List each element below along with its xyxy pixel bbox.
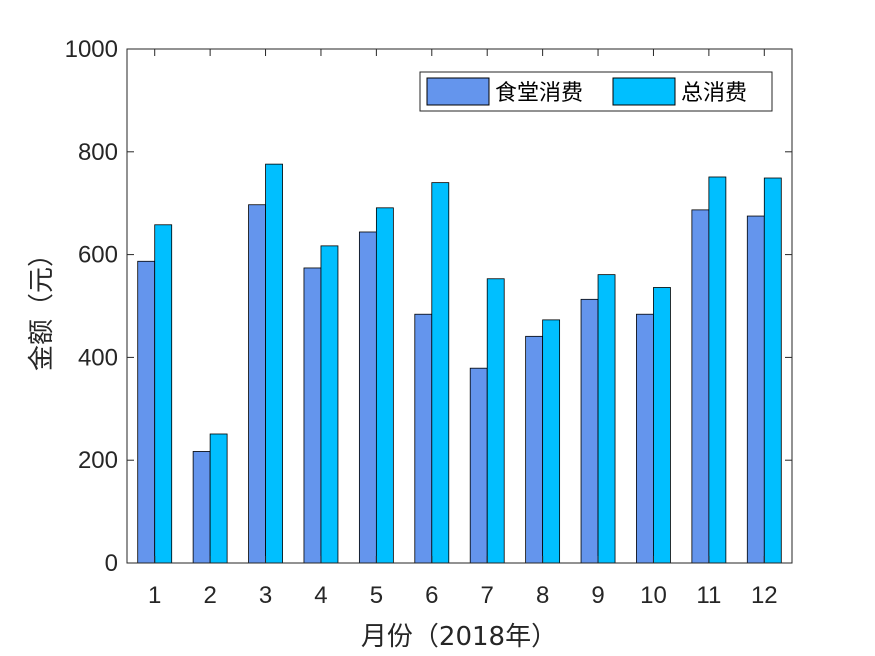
bar-canteen-12 [746, 215, 765, 564]
bar-total-5 [375, 207, 394, 564]
x-tick-label: 6 [425, 582, 438, 609]
x-tick-label: 2 [203, 582, 216, 609]
x-tick-label: 10 [640, 582, 667, 609]
bar-total-10 [653, 287, 671, 564]
plot-area-frame [126, 48, 793, 564]
x-tick-label: 11 [696, 582, 721, 609]
x-tick-label: 9 [591, 582, 604, 609]
y-tick-label: 200 [78, 447, 118, 474]
bar-canteen-10 [636, 313, 654, 564]
bar-total-12 [763, 177, 782, 564]
legend-swatch-total [612, 77, 676, 106]
bar-total-11 [708, 176, 727, 564]
bar-canteen-2 [192, 451, 211, 564]
x-axis: 1 2 3 4 5 6 7 8 9 10 11 12 [148, 49, 778, 609]
y-tick-label: 800 [78, 139, 118, 166]
legend-label-canteen: 食堂消费 [495, 81, 583, 106]
bar-total-8 [542, 319, 561, 564]
bar-canteen-9 [580, 298, 599, 564]
x-tick-label: 4 [314, 582, 327, 609]
legend-label-total: 总消费 [681, 81, 747, 106]
y-tick-label: 600 [78, 242, 118, 269]
y-tick-label: 1000 [65, 36, 118, 63]
bar-canteen-6 [414, 313, 433, 564]
y-axis-title: 金额（元） [27, 241, 57, 371]
x-tick-label: 5 [370, 582, 383, 609]
legend: 食堂消费 总消费 [419, 71, 773, 112]
bar-canteen-1 [137, 260, 156, 564]
x-tick-label: 1 [148, 582, 161, 609]
bar-canteen-8 [525, 335, 544, 564]
bar-total-1 [154, 224, 173, 564]
x-tick-label: 12 [751, 582, 778, 609]
bar-canteen-11 [691, 209, 710, 564]
bars-group [137, 163, 782, 564]
bar-canteen-5 [358, 231, 377, 564]
bar-total-9 [597, 274, 616, 564]
x-tick-label: 8 [536, 582, 549, 609]
x-axis-title: 月份（2018年） [361, 622, 557, 652]
legend-swatch-canteen [426, 77, 490, 106]
x-tick-label: 3 [259, 582, 272, 609]
y-tick-label: 0 [105, 550, 118, 577]
bar-canteen-3 [248, 204, 266, 564]
x-tick-label: 7 [481, 582, 494, 609]
bar-total-2 [209, 433, 228, 564]
bar-canteen-7 [469, 367, 488, 564]
bar-total-3 [265, 163, 283, 564]
bar-total-4 [320, 245, 339, 564]
bar-total-7 [486, 278, 505, 564]
bar-canteen-4 [303, 267, 322, 564]
bar-total-6 [431, 182, 450, 564]
y-axis: 0 200 400 600 800 1000 [65, 36, 792, 577]
y-tick-label: 400 [78, 344, 118, 371]
